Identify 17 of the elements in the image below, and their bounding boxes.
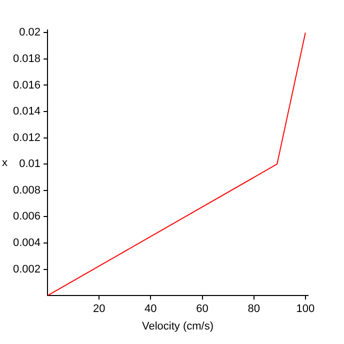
y-tick-label: 0.006 (12, 210, 41, 223)
x-tick-label: 20 (92, 303, 106, 316)
x-axis-title: Velocity (cm/s) (142, 320, 214, 332)
y-tick-label: 0.018 (12, 52, 41, 65)
y-tick-label: 0.016 (12, 79, 41, 92)
y-axis-title: x (2, 156, 8, 169)
x-tick-label: 40 (144, 303, 157, 316)
y-tick-label: 0.012 (12, 132, 41, 144)
x-tick-label: 100 (296, 303, 315, 316)
x-tick-label: 60 (196, 303, 208, 316)
y-tick-label: 0.02 (19, 26, 41, 39)
y-tick-label: 0.004 (12, 237, 41, 250)
y-tick-label: 0.002 (12, 263, 41, 276)
x-tick-label: 80 (248, 303, 260, 316)
y-tick-label: 0.01 (19, 158, 41, 170)
y-tick-label: 0.008 (12, 184, 41, 196)
y-tick-label: 0.014 (12, 106, 41, 118)
